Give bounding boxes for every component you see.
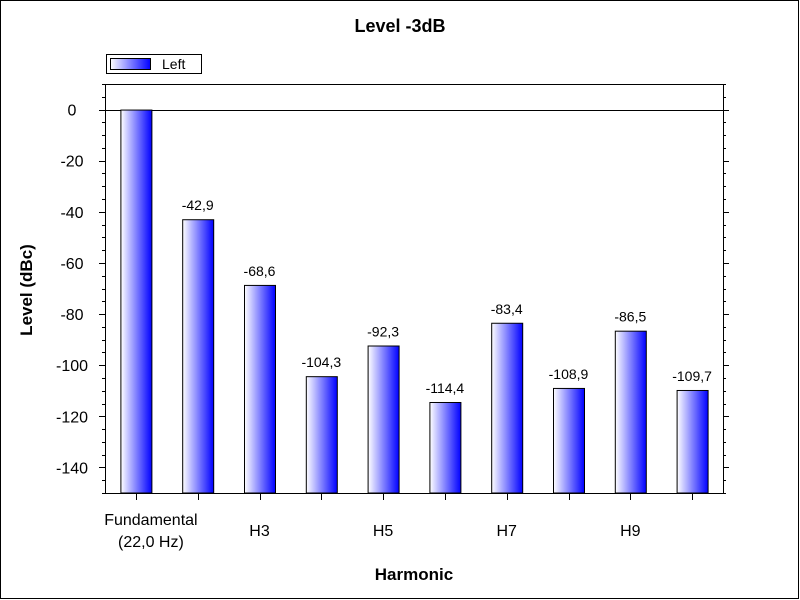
y-axis-label: Level (dBc)	[17, 244, 36, 336]
bar-h3	[244, 284, 276, 494]
x-tick-label-h9: H9	[620, 523, 641, 540]
y-tick-label: -100	[56, 358, 88, 375]
data-label: -83,4	[491, 301, 523, 317]
data-label: -86,5	[614, 309, 646, 325]
bar-h9	[614, 330, 647, 494]
legend-label-left: Left	[162, 56, 185, 72]
plot-area: 0 -20 -40 -60 -80 -100 -120 -140 -42,9 -68,6 -104,…	[56, 84, 729, 551]
bar-h7	[491, 322, 524, 494]
bar-h8	[553, 387, 585, 494]
y-tick-label: -120	[56, 409, 88, 426]
y-tick-label: -80	[60, 307, 83, 324]
x-tick-label-h3: H3	[249, 523, 270, 540]
x-tick-label-h5: H5	[373, 523, 394, 540]
y-tick-label: -40	[60, 205, 83, 222]
data-label: -92,3	[367, 324, 399, 340]
bar-h4	[305, 376, 338, 494]
legend: Left	[106, 54, 202, 74]
y-tick-label: -140	[56, 460, 88, 477]
x-tick-label-fundamental-frequency: (22,0 Hz)	[118, 534, 184, 551]
data-label: -108,9	[549, 366, 589, 382]
y-tick-label: 0	[68, 103, 77, 120]
bar-h5	[367, 345, 400, 494]
bar-h10	[676, 389, 709, 494]
x-tick-label-h7: H7	[496, 523, 517, 540]
legend-swatch-left	[110, 58, 151, 70]
data-label: -104,3	[301, 354, 341, 370]
x-tick-label-fundamental: Fundamental	[104, 512, 197, 529]
bar-fundamental	[120, 109, 153, 494]
chart-title: Level -3dB	[354, 16, 445, 36]
data-label: -109,7	[672, 368, 712, 384]
bar-h6	[429, 401, 462, 494]
data-label: -68,6	[244, 263, 276, 279]
x-axis-label: Harmonic	[375, 565, 453, 584]
data-label: -114,4	[426, 380, 465, 396]
y-tick-label: -60	[60, 256, 83, 273]
y-tick-label: -20	[60, 154, 83, 171]
data-label: -42,9	[182, 197, 214, 213]
bar-h2	[182, 219, 215, 494]
